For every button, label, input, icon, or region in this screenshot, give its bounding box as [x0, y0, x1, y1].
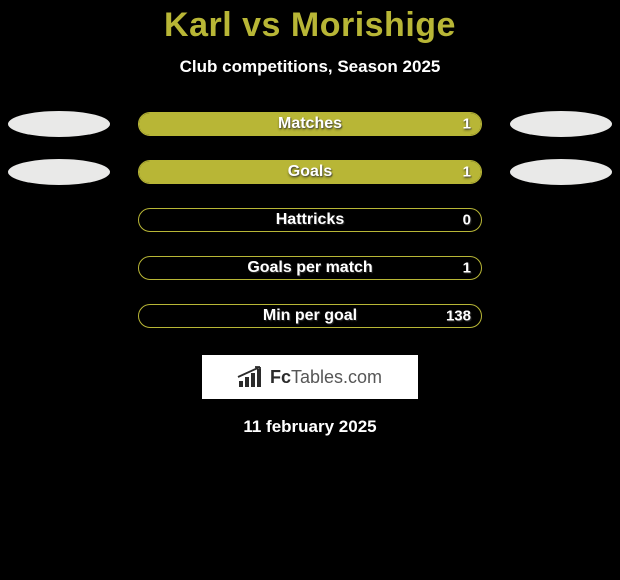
logo-brand-right: Tables: [291, 367, 343, 387]
subtitle: Club competitions, Season 2025: [180, 57, 441, 77]
stat-bar-fill: [139, 113, 481, 135]
stat-value: 1: [463, 260, 471, 277]
date-text: 11 february 2025: [243, 417, 376, 437]
stat-bar: Goals per match1: [138, 256, 482, 280]
page-title: Karl vs Morishige: [164, 6, 456, 45]
stat-label: Goals per match: [139, 259, 481, 277]
stat-bar: Hattricks0: [138, 208, 482, 232]
left-player-oval: [8, 111, 110, 137]
stat-bar-fill: [139, 161, 481, 183]
left-player-oval: [8, 159, 110, 185]
stat-bar: Min per goal138: [138, 304, 482, 328]
logo-brand-suffix: .com: [343, 367, 382, 387]
stat-value: 138: [446, 308, 471, 325]
stat-bar: Matches1: [138, 112, 482, 136]
stat-row: Hattricks0: [0, 207, 620, 233]
stat-row: Goals per match1: [0, 255, 620, 281]
stat-value: 0: [463, 212, 471, 229]
stat-row: Matches1: [0, 111, 620, 137]
stat-row: Goals1: [0, 159, 620, 185]
logo-bars-icon: [238, 367, 264, 387]
stats-rows: Matches1Goals1Hattricks0Goals per match1…: [0, 111, 620, 329]
stat-bar: Goals1: [138, 160, 482, 184]
right-player-oval: [510, 159, 612, 185]
right-player-oval: [510, 111, 612, 137]
stat-row: Min per goal138: [0, 303, 620, 329]
logo-text: FcTables.com: [270, 367, 382, 388]
fctables-logo: FcTables.com: [202, 355, 418, 399]
stat-label: Hattricks: [139, 211, 481, 229]
stat-label: Min per goal: [139, 307, 481, 325]
logo-brand-left: Fc: [270, 367, 291, 387]
